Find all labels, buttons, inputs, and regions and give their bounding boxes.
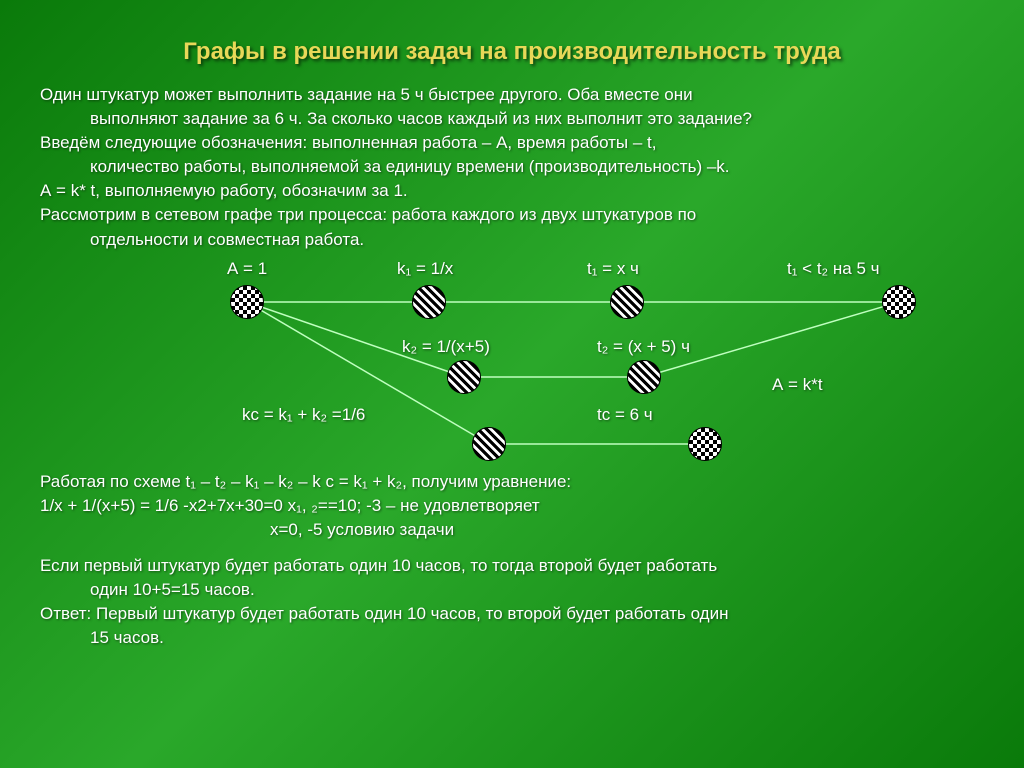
process-text-1: Рассмотрим в сетевом графе три процесса:… [40, 204, 984, 226]
formula-akt: А = k* t, выполняемую работу, обозначим … [40, 180, 984, 202]
graph-label: А = k*t [772, 375, 823, 395]
problem-text-2: выполняют задание за 6 ч. За сколько час… [40, 108, 984, 130]
graph-node [412, 285, 446, 319]
graph-node [447, 360, 481, 394]
graph-label: k₂ = 1/(x+5) [402, 337, 490, 357]
graph-node [610, 285, 644, 319]
conclusion-2: один 10+5=15 часов. [40, 579, 984, 601]
network-graph: А = 1 k₁ = 1/x t₁ = x ч t₁ < t₂ на 5 ч k₂ = … [52, 255, 972, 465]
graph-node [688, 427, 722, 461]
graph-label: t₂ = (x + 5) ч [597, 337, 690, 357]
process-text-2: отдельности и совместная работа. [40, 229, 984, 251]
intro-2: количество работы, выполняемой за единиц… [40, 156, 984, 178]
graph-label: kс = k₁ + k₂ =1/6 [242, 405, 365, 425]
graph-node [230, 285, 264, 319]
graph-label: t₁ = x ч [587, 259, 639, 279]
graph-node [882, 285, 916, 319]
graph-edges [52, 255, 972, 465]
answer-2: 15 часов. [40, 627, 984, 649]
intro-1: Введём следующие обозначения: выполненна… [40, 132, 984, 154]
problem-text-1: Один штукатур может выполнить задание на… [40, 84, 984, 106]
graph-node [472, 427, 506, 461]
conclusion-1: Если первый штукатур будет работать один… [40, 555, 984, 577]
slide-title: Графы в решении задач на производительно… [40, 38, 984, 66]
scheme-text: Работая по схеме t₁ – t₂ – k₁ – k₂ – k с… [40, 471, 984, 493]
equation-text: 1/x + 1/(x+5) = 1/6 -x2+7x+30=0 x₁, ₂==1… [40, 495, 984, 517]
answer-1: Ответ: Первый штукатур будет работать од… [40, 603, 984, 625]
graph-label: k₁ = 1/x [397, 259, 453, 279]
graph-node [627, 360, 661, 394]
graph-label: t₁ < t₂ на 5 ч [787, 259, 879, 279]
graph-label: А = 1 [227, 259, 267, 279]
roots-text: x=0, -5 условию задачи [40, 519, 984, 541]
graph-label: tс = 6 ч [597, 405, 653, 425]
